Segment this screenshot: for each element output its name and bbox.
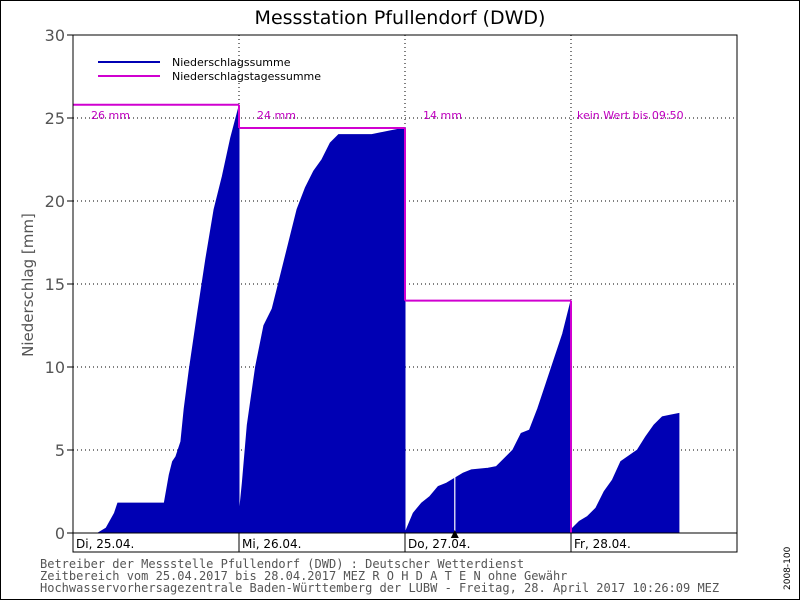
- area-day-4: [570, 412, 680, 534]
- footer-provider: Hochwasservorhersagezentrale Baden-Württ…: [40, 581, 720, 595]
- y-tick-label-30: 30: [45, 26, 65, 45]
- chart-title: Messstation Pfullendorf (DWD): [255, 7, 546, 29]
- area-day-2: [238, 127, 406, 534]
- y-tick-label-25: 25: [45, 109, 65, 128]
- annotation-day-1: 26 mm: [91, 109, 130, 122]
- y-axis-label: Niederschlag [mm]: [19, 213, 37, 357]
- y-tick-label-0: 0: [55, 524, 65, 543]
- footer-operator: Betreiber der Messstelle Pfullendorf (DW…: [40, 557, 525, 571]
- footer-time-range: Zeitbereich vom 25.04.2017 bis 28.04.201…: [40, 569, 568, 583]
- y-tick-label-20: 20: [45, 192, 65, 211]
- y-tick-label-10: 10: [45, 358, 65, 377]
- axes: 0 5 10 15 20 25 30 Di, 25.04. Mi, 26.04. Do, 27.0…: [45, 26, 738, 553]
- series-niederschlagstagessumme: [73, 103, 572, 533]
- area-day-1: [73, 106, 240, 534]
- x-tick-label-3: Do, 27.04.: [408, 537, 470, 551]
- y-tick-label-5: 5: [55, 441, 65, 460]
- legend: NiederschlagssummeNiederschlagstagessumm…: [98, 56, 321, 83]
- annotation-day-4: kein Wert bis 09:50: [577, 109, 684, 122]
- side-code: 2008-100: [783, 546, 793, 590]
- legend-label-2: Niederschlagstagessumme: [172, 70, 321, 83]
- annotation-day-3: 14 mm: [423, 109, 462, 122]
- x-tick-label-1: Di, 25.04.: [76, 537, 134, 551]
- y-tick-label-15: 15: [45, 275, 65, 294]
- annotations: 26 mm 24 mm 14 mm kein Wert bis 09:50: [91, 109, 684, 122]
- x-tick-label-4: Fr, 28.04.: [574, 537, 631, 551]
- series-niederschlagssumme: [73, 106, 680, 534]
- annotation-day-2: 24 mm: [257, 109, 296, 122]
- x-tick-label-2: Mi, 26.04.: [242, 537, 301, 551]
- time-marker: [450, 530, 459, 538]
- legend-label-1: Niederschlagssumme: [172, 56, 291, 69]
- area-day-3: [404, 300, 572, 534]
